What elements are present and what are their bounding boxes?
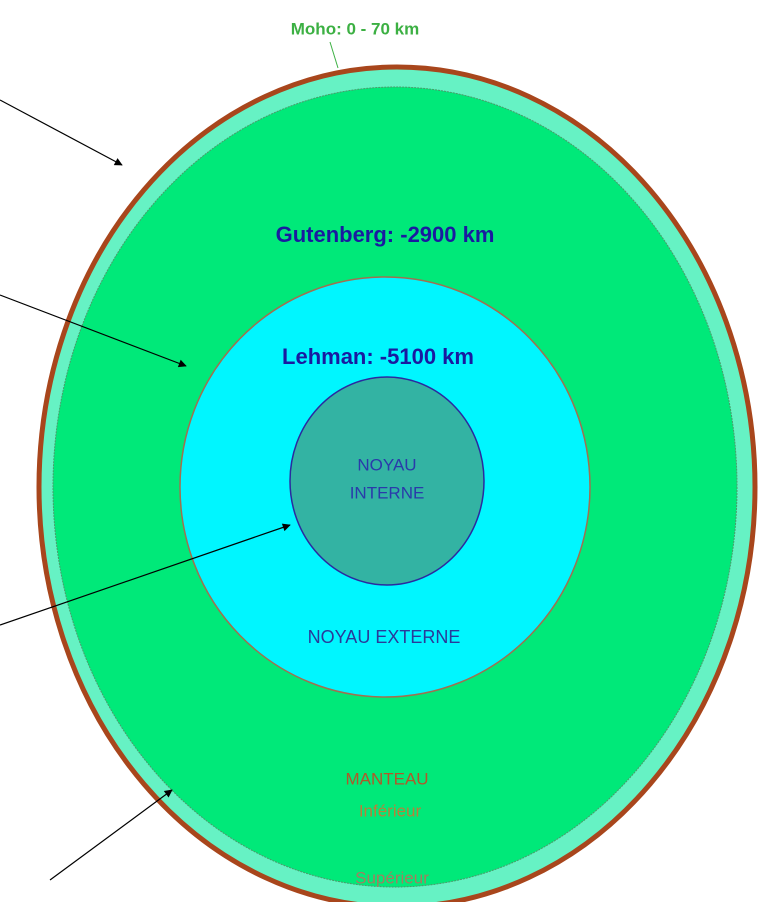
moho-pointer	[330, 42, 338, 68]
gutenberg-label: Gutenberg: -2900 km	[276, 222, 495, 247]
inner-core-label: INTERNE	[350, 483, 425, 502]
arrow	[50, 790, 172, 880]
inner-core-label: NOYAU	[357, 455, 416, 474]
outer-core-label: NOYAU EXTERNE	[308, 627, 461, 647]
lehman-label: Lehman: -5100 km	[282, 344, 474, 369]
moho-label: Moho: 0 - 70 km	[291, 19, 419, 38]
arrow	[0, 100, 122, 165]
page: Moho: 0 - 70 km Gutenberg: -2900 km Lehm…	[0, 0, 759, 902]
earth-diagram: Moho: 0 - 70 km Gutenberg: -2900 km Lehm…	[0, 0, 759, 902]
inner-core	[290, 377, 484, 585]
mantle-label: MANTEAU	[345, 769, 428, 788]
upper-mantle-label: Supérieur	[355, 868, 429, 887]
lower-mantle-label: Inférieur	[359, 801, 422, 820]
